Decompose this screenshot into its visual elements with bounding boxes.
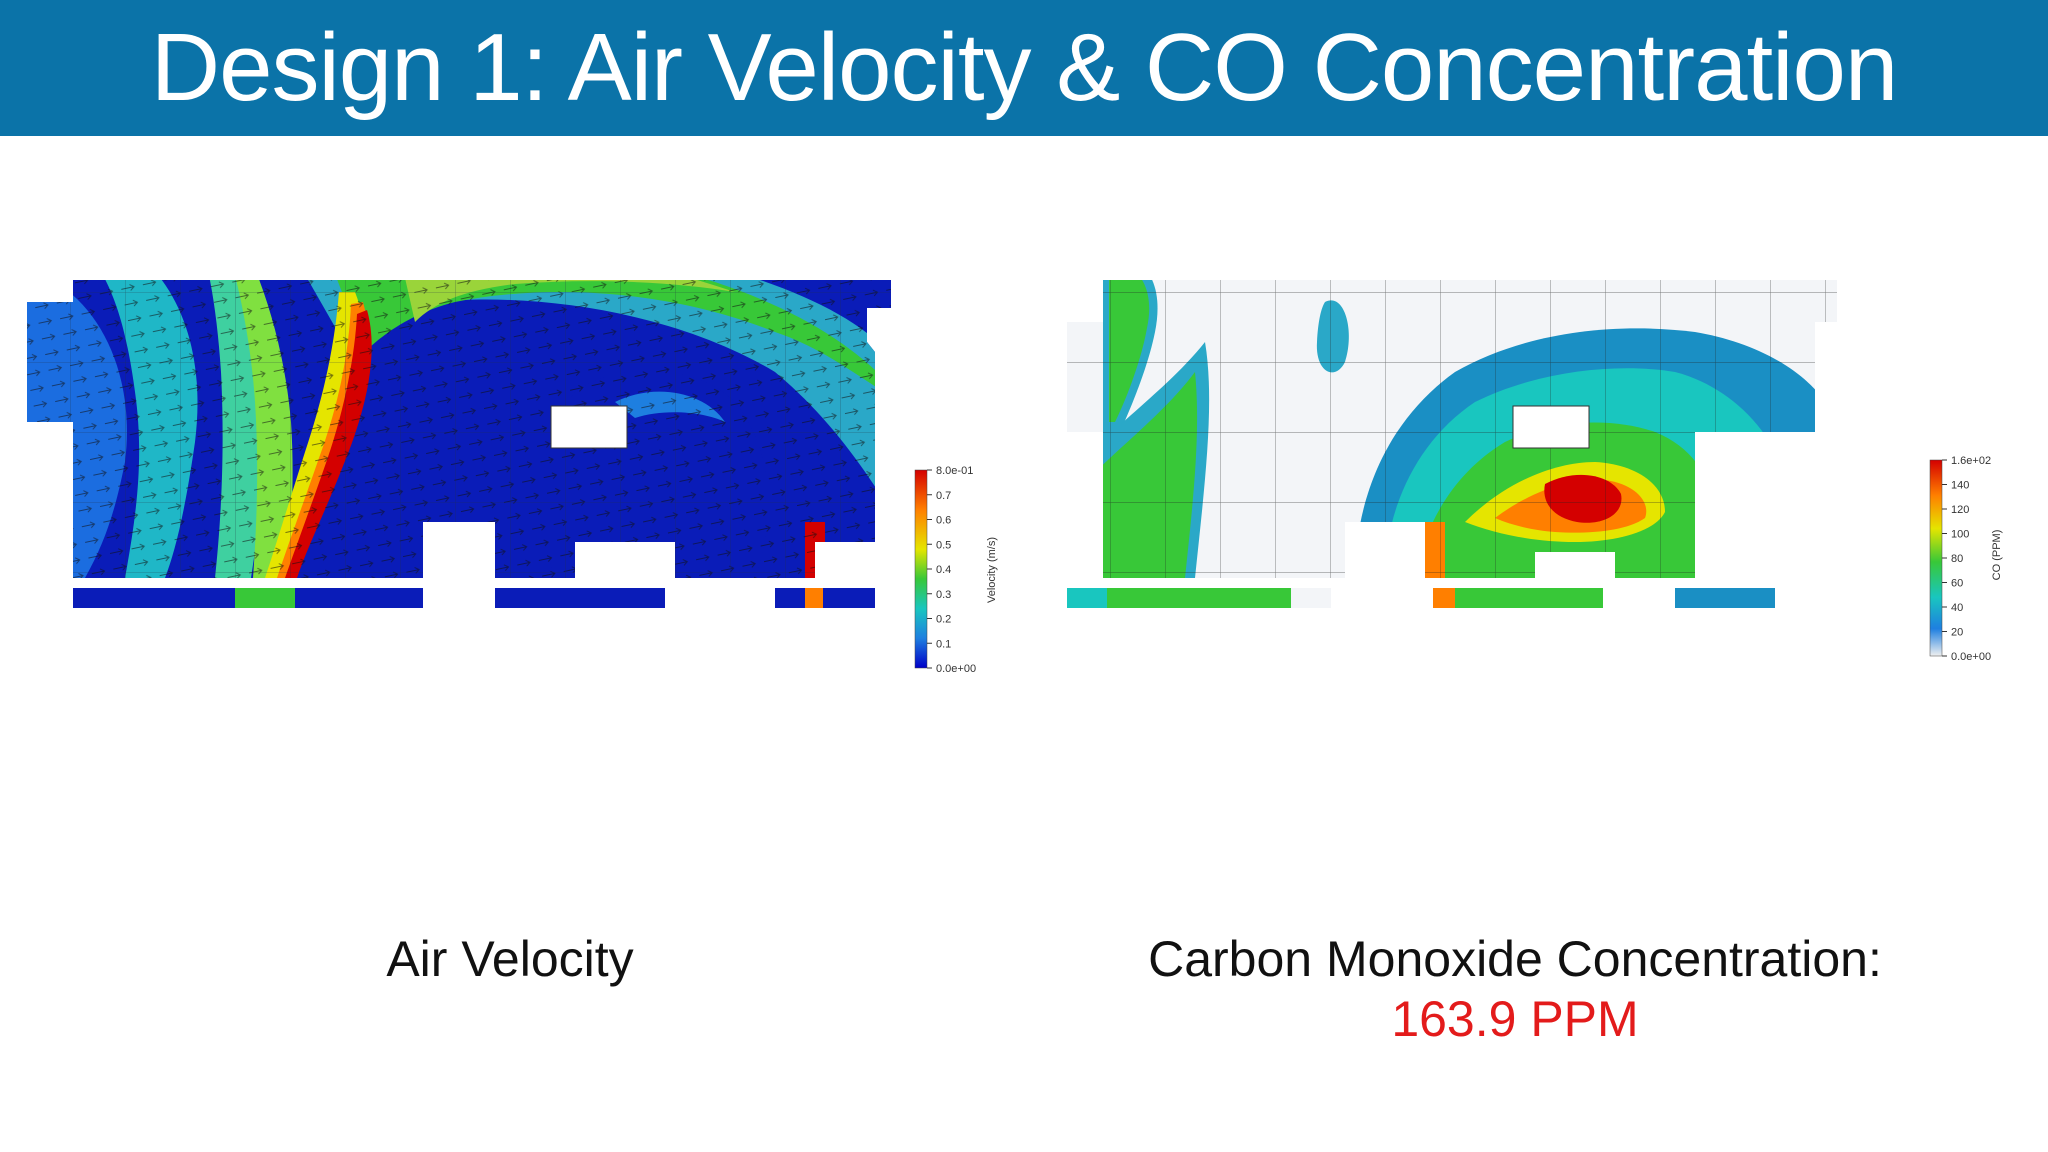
slide-title: Design 1: Air Velocity & CO Concentratio… <box>150 14 1899 121</box>
colorbar-tick-label: 0.1 <box>936 638 951 650</box>
colorbar-tick-label: 0.3 <box>936 589 951 601</box>
colorbar-tick-label: 0.6 <box>936 515 951 527</box>
colorbar-tick-label: 8.0e-01 <box>936 465 973 477</box>
colorbar-tick-label: 120 <box>1951 504 1969 516</box>
colorbar-tick-label: 1.6e+02 <box>1951 455 1991 467</box>
air-velocity-caption-text: Air Velocity <box>386 931 634 987</box>
colorbar-tick-label: 60 <box>1951 578 1963 590</box>
colorbar-tick-label: 0.5 <box>936 539 951 551</box>
co-value: 163.9 PPM <box>1391 991 1639 1047</box>
colorbar-tick-label: 0.0e+00 <box>936 663 976 675</box>
colorbar-tick-label: 0.7 <box>936 490 951 502</box>
velocity-colorbar: 8.0e-01 0.7 0.6 0.5 0.4 0.3 0.2 0.1 0.0e+00 Velo… <box>914 465 998 675</box>
colorbar-tick-label: 0.4 <box>936 564 951 576</box>
co-caption: Carbon Monoxide Concentration: 163.9 PPM <box>1090 930 1940 1048</box>
co-colorbar-title: CO (PPM) <box>1991 530 2003 581</box>
colorbar-tick-label: 0.2 <box>936 614 951 626</box>
air-velocity-plot: 8.0e-01 0.7 0.6 0.5 0.4 0.3 0.2 0.1 0.0e+00 Velo… <box>20 280 1030 880</box>
colorbar-tick-label: 20 <box>1951 627 1963 639</box>
colorbar-tick-label: 0.0e+00 <box>1951 651 1991 663</box>
co-concentration-plot: 1.6e+02 140 120 100 80 60 40 20 0.0e+00 CO (PPM) <box>1000 280 2030 880</box>
colorbar-tick-label: 100 <box>1951 529 1969 541</box>
colorbar-tick-label: 40 <box>1951 602 1963 614</box>
air-velocity-caption: Air Velocity <box>310 930 710 988</box>
colorbar-tick-label: 140 <box>1951 480 1969 492</box>
title-banner: Design 1: Air Velocity & CO Concentratio… <box>0 0 2048 136</box>
co-colorbar: 1.6e+02 140 120 100 80 60 40 20 0.0e+00 CO (PPM) <box>1929 455 2003 663</box>
velocity-colorbar-title: Velocity (m/s) <box>986 537 998 603</box>
co-caption-text: Carbon Monoxide Concentration: <box>1148 931 1882 987</box>
colorbar-tick-label: 80 <box>1951 553 1963 565</box>
